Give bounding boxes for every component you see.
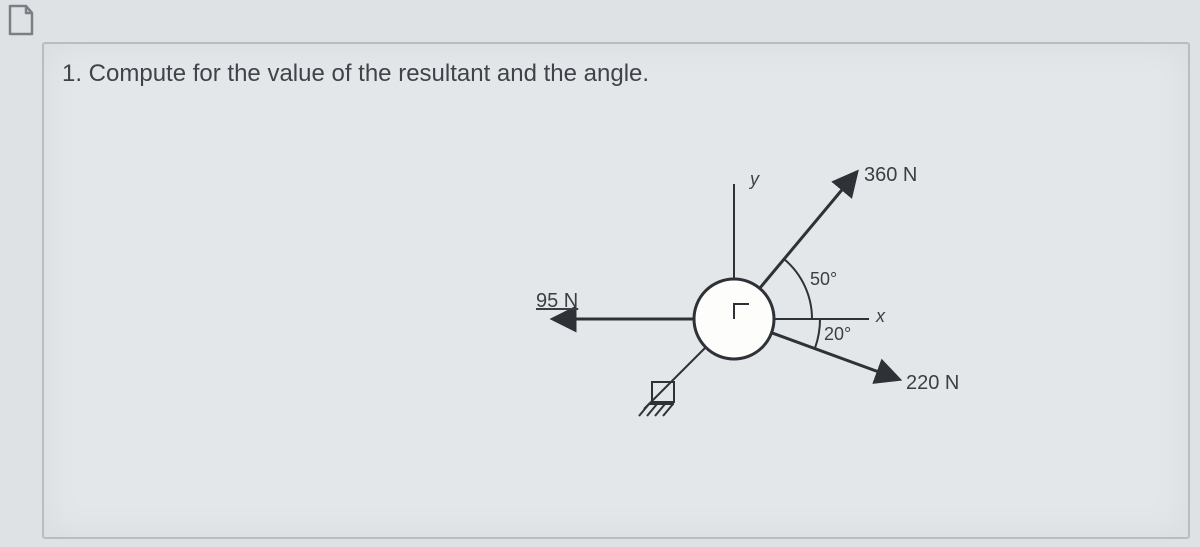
problem-card: 1. Compute for the value of the resultan… [42,42,1190,539]
label-f1: 360 N [864,164,917,187]
x-axis-label: x [876,306,885,327]
y-axis-label: y [750,169,759,190]
support-hatch [639,347,706,416]
label-angle-50: 50° [810,269,837,290]
label-f2: 220 N [906,372,959,395]
label-angle-20: 20° [824,324,851,345]
arc-20deg [815,319,820,348]
page-root: 1. Compute for the value of the resultan… [0,0,1200,547]
label-f3: 95 N [536,290,578,313]
force-diagram: y x 360 N 220 N 95 N 50° 20° [474,114,1034,494]
problem-prompt: 1. Compute for the value of the resultan… [62,60,649,88]
arc-50deg [784,259,812,319]
page-tab-icon [8,4,34,36]
